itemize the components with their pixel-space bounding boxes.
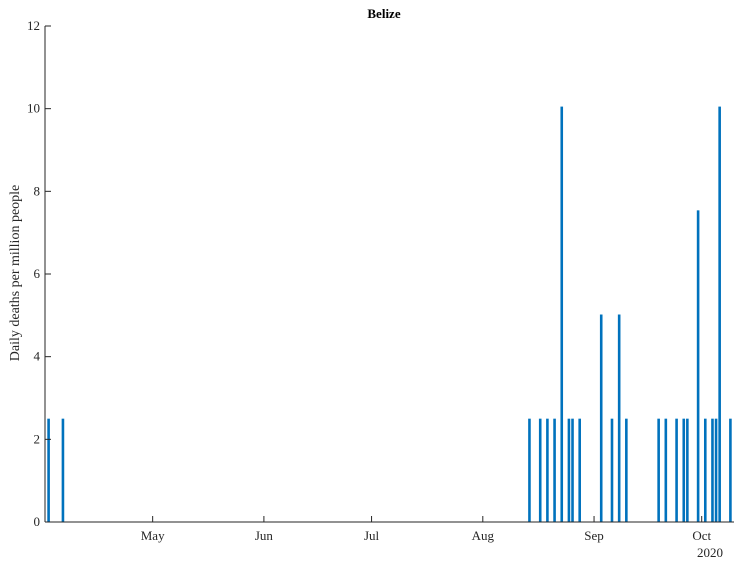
x-tick-label: Oct xyxy=(692,528,711,543)
bar xyxy=(682,418,686,522)
bar xyxy=(729,418,732,522)
bar xyxy=(657,418,660,522)
bar xyxy=(560,106,564,522)
x-tick-label: Aug xyxy=(472,528,495,543)
bars-group xyxy=(47,106,732,522)
bar xyxy=(528,418,531,522)
x-tick-label: Sep xyxy=(584,528,604,543)
bar xyxy=(538,418,542,522)
bar xyxy=(675,418,678,522)
bar xyxy=(711,418,714,522)
y-tick-label: 10 xyxy=(27,101,40,116)
x-tick-label: May xyxy=(141,528,165,543)
y-tick-label: 6 xyxy=(34,266,41,281)
x-tick-label: Jun xyxy=(255,528,274,543)
bar xyxy=(571,418,574,522)
bar xyxy=(686,418,689,522)
bar xyxy=(714,418,718,522)
bar xyxy=(696,210,700,522)
axes-group: 0 2 4 6 8 10 12 May Jun Jul Aug Sep Oct 2020 xyxy=(27,18,734,560)
x-year-label: 2020 xyxy=(697,545,723,560)
bar xyxy=(47,418,50,522)
bar xyxy=(664,418,668,522)
x-tick-label: Jul xyxy=(364,528,380,543)
y-tick-label: 8 xyxy=(34,183,41,198)
bar xyxy=(703,418,707,522)
y-tick-label: 0 xyxy=(34,514,41,529)
chart-title: Belize xyxy=(367,6,400,21)
bar xyxy=(578,418,581,522)
y-tick-label: 4 xyxy=(34,349,41,364)
bar xyxy=(625,418,628,522)
bar xyxy=(599,314,603,522)
bar xyxy=(567,418,571,522)
y-axis-label: Daily deaths per million people xyxy=(8,185,23,362)
bar xyxy=(61,418,65,522)
bar xyxy=(718,106,721,522)
y-tick-label: 2 xyxy=(34,431,41,446)
bar xyxy=(553,418,556,522)
y-tick-label: 12 xyxy=(27,18,40,33)
bar xyxy=(610,418,614,522)
bar xyxy=(546,418,549,522)
bar xyxy=(617,314,621,522)
